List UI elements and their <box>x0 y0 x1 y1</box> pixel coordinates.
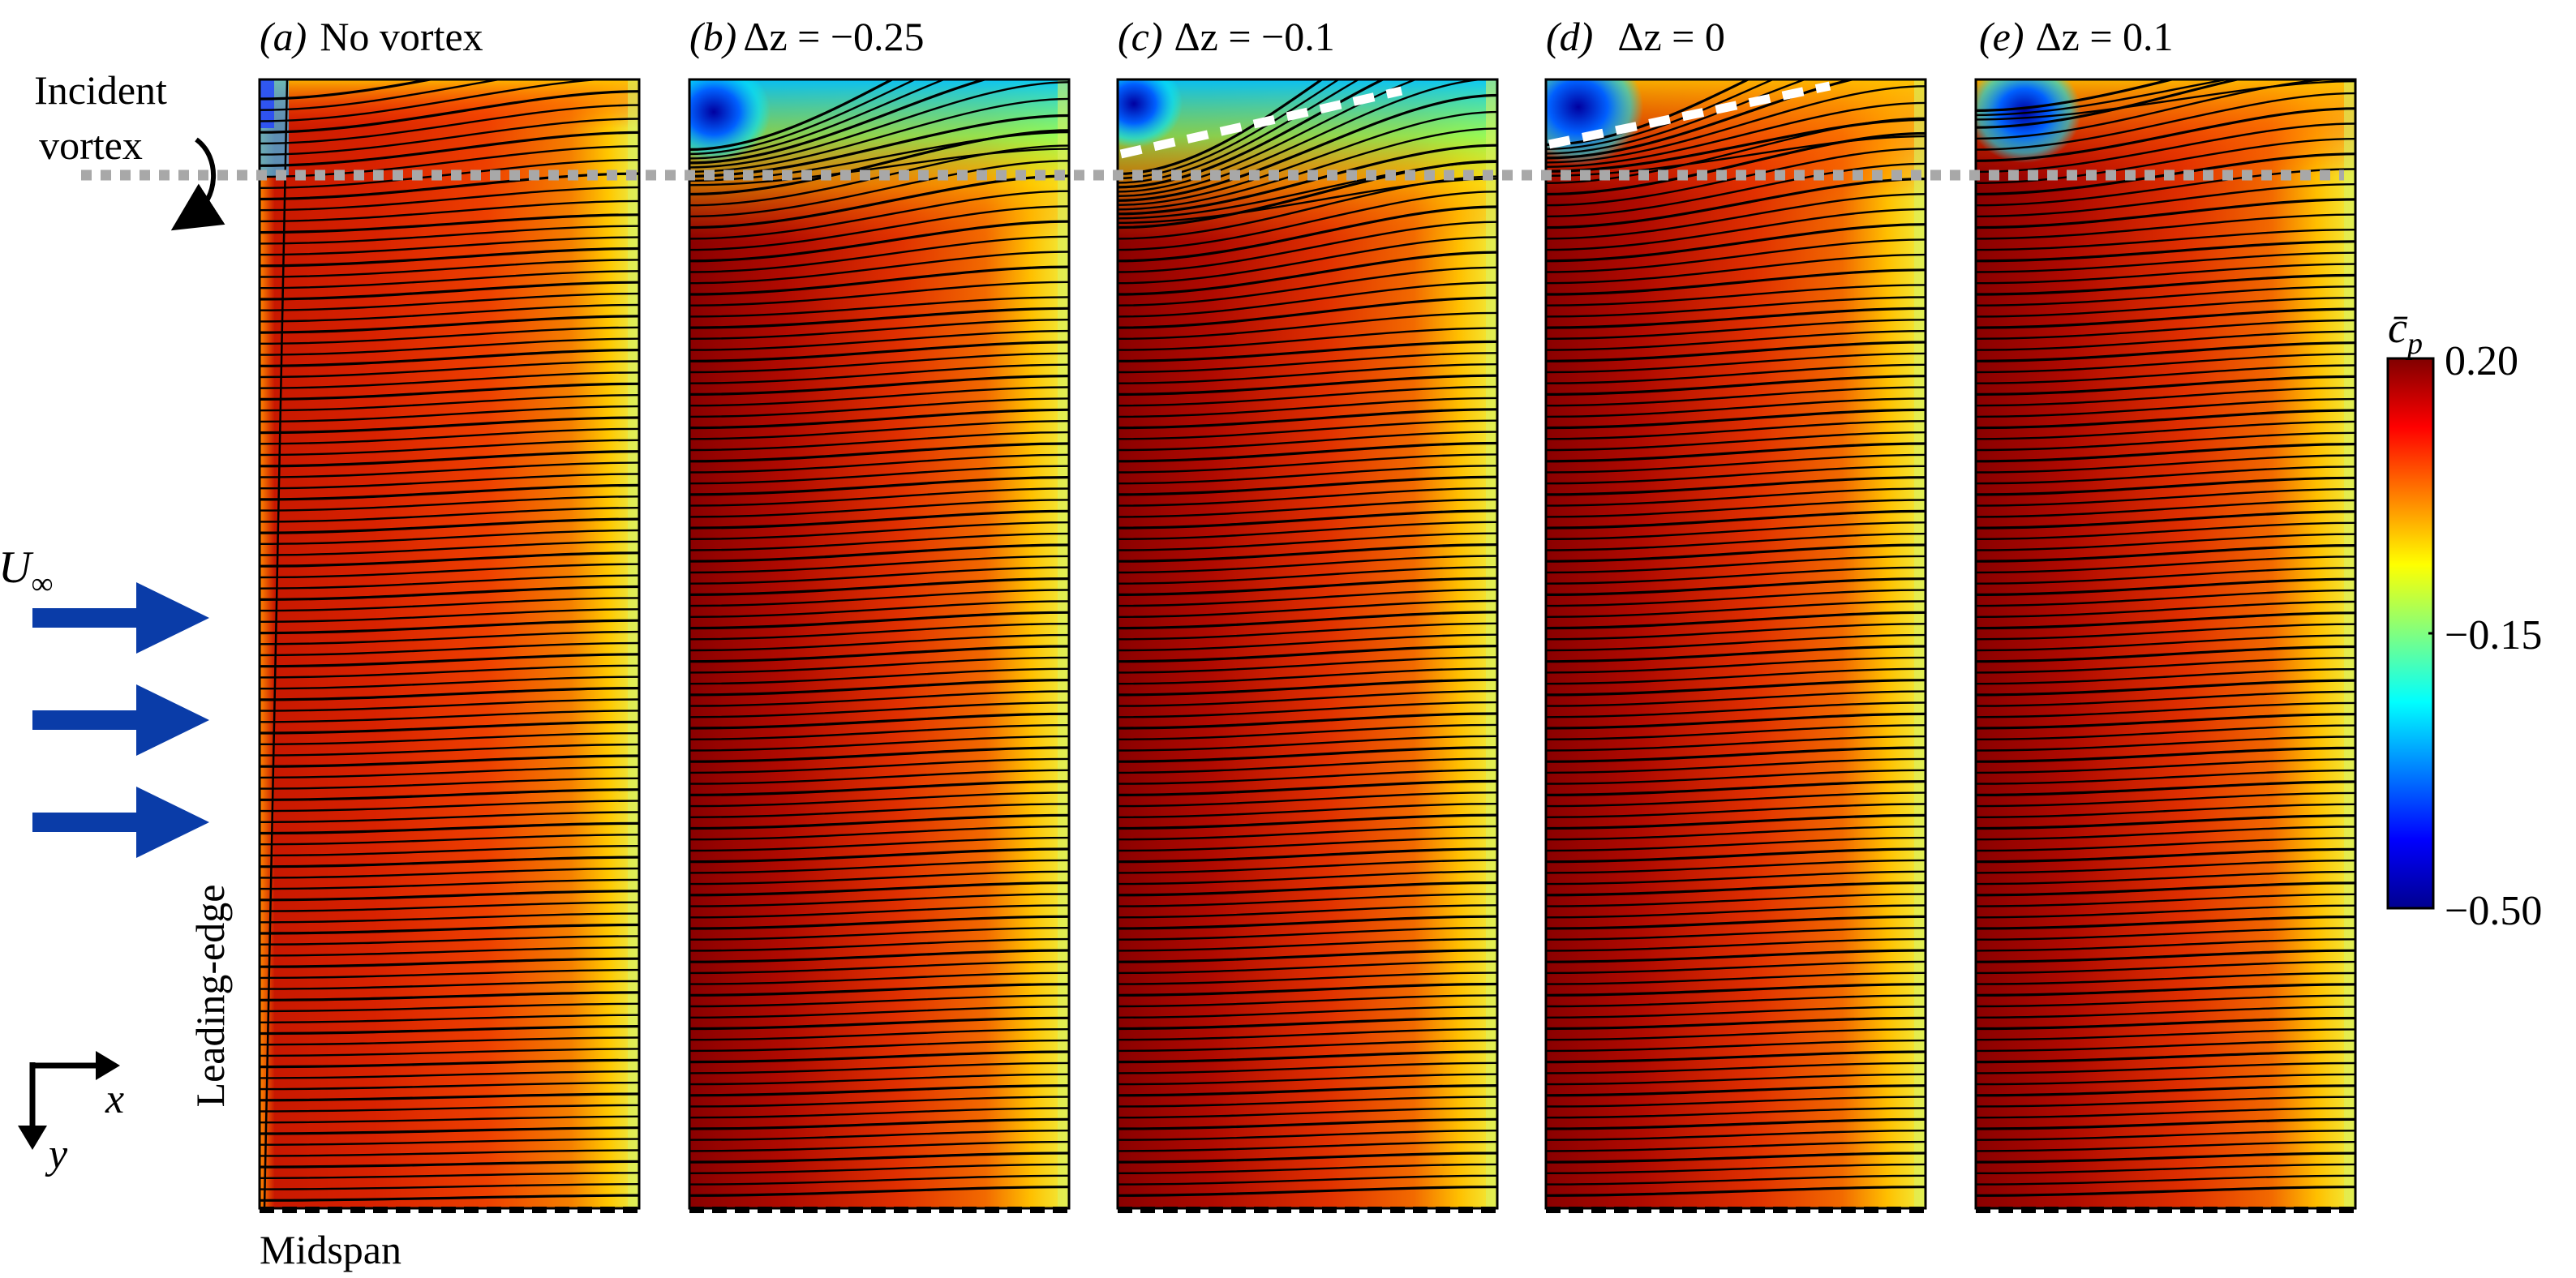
panel-title-c: (c) Δz = −0.1 <box>1118 14 1335 59</box>
flow-arrow-icon <box>32 684 209 756</box>
streamlines <box>689 79 1069 1197</box>
panel-e <box>1974 78 2357 1213</box>
vortex-core <box>1118 79 1183 148</box>
colorbar: c̄p 0.20 −0.15 −0.50 <box>2386 303 2542 934</box>
streamlines <box>1118 79 1497 1197</box>
panel-a <box>258 78 641 1213</box>
panel-b <box>688 78 1071 1213</box>
streamlines <box>260 79 639 1208</box>
rotation-arrow-icon <box>170 137 225 231</box>
panel-d <box>1544 78 1927 1213</box>
colorbar-mid-label: −0.15 <box>2445 612 2542 658</box>
panel-title-a: (a) No vortex <box>260 14 483 59</box>
incident-vortex-label-line2: vortex <box>39 122 143 168</box>
vortex-core <box>1976 79 2081 163</box>
vortex-trace <box>1119 86 1403 159</box>
freestream-label: U∞ <box>0 543 54 601</box>
colorbar-title: c̄p <box>2388 303 2423 361</box>
axes-icon: x y <box>18 1051 124 1177</box>
colorbar-min-label: −0.50 <box>2445 888 2542 934</box>
panels <box>258 78 2357 1213</box>
axis-y-label: y <box>45 1131 68 1177</box>
flow-arrows <box>32 582 209 858</box>
midspan-label: Midspan <box>260 1227 401 1272</box>
incident-vortex-label-line1: Incident <box>34 67 167 113</box>
streamlines <box>1546 79 1926 1197</box>
panel-title-e: (e) Δz = 0.1 <box>1979 14 2174 59</box>
colorbar-max-label: 0.20 <box>2445 338 2518 384</box>
leading-edge-label: Leading-edge <box>187 885 233 1108</box>
panel-title-d: (d) Δz = 0 <box>1546 14 1725 59</box>
streamlines <box>1976 79 2355 1197</box>
colorbar-gradient <box>2386 357 2435 910</box>
panel-c <box>1116 78 1499 1213</box>
flow-arrow-icon <box>32 582 209 654</box>
axis-x-label: x <box>105 1076 124 1122</box>
vortex-trace <box>1548 81 1831 149</box>
flow-arrow-icon <box>32 787 209 858</box>
panel-title-b: (b) Δz = −0.25 <box>689 14 925 59</box>
